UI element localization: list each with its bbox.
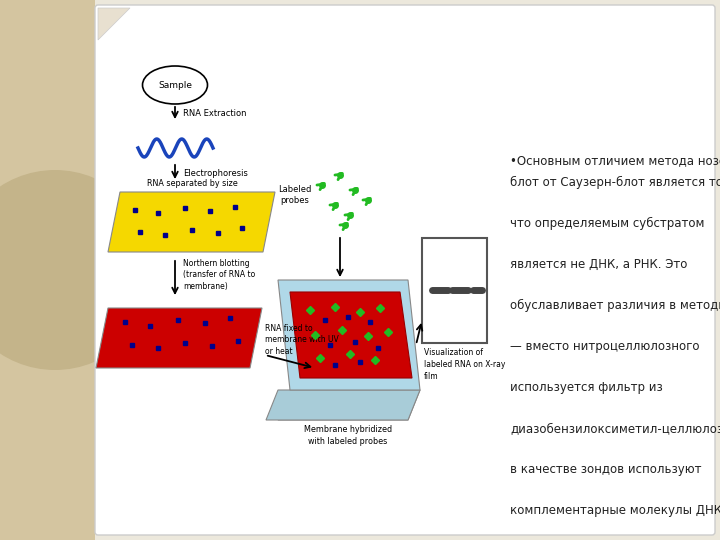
Text: RNA separated by size: RNA separated by size xyxy=(147,179,238,188)
Circle shape xyxy=(0,170,155,370)
Polygon shape xyxy=(278,280,420,390)
Polygon shape xyxy=(108,192,275,252)
Polygon shape xyxy=(278,390,420,420)
Bar xyxy=(422,238,487,343)
Text: Visualization of
labeled RNA on X-ray
film: Visualization of labeled RNA on X-ray fi… xyxy=(424,348,505,381)
Text: Membrane hybridized
with labeled probes: Membrane hybridized with labeled probes xyxy=(304,425,392,446)
Polygon shape xyxy=(290,292,412,378)
Ellipse shape xyxy=(143,66,207,104)
Text: Electrophoresis: Electrophoresis xyxy=(183,168,248,178)
Polygon shape xyxy=(98,8,130,40)
Text: Northern blotting
(transfer of RNA to
membrane): Northern blotting (transfer of RNA to me… xyxy=(183,259,256,291)
Polygon shape xyxy=(96,308,262,368)
Text: Labeled
probes: Labeled probes xyxy=(279,185,312,205)
Text: RNA fixed to
membrane with UV
or heat: RNA fixed to membrane with UV or heat xyxy=(265,323,338,356)
Text: RNA Extraction: RNA Extraction xyxy=(183,110,246,118)
FancyBboxPatch shape xyxy=(95,5,715,535)
Bar xyxy=(0,0,95,540)
Text: •Основным отличием метода нозерн-
блот от Саузерн-блот является то,

что определ: •Основным отличием метода нозерн- блот о… xyxy=(510,155,720,517)
Polygon shape xyxy=(266,390,420,420)
Text: Sample: Sample xyxy=(158,80,192,90)
